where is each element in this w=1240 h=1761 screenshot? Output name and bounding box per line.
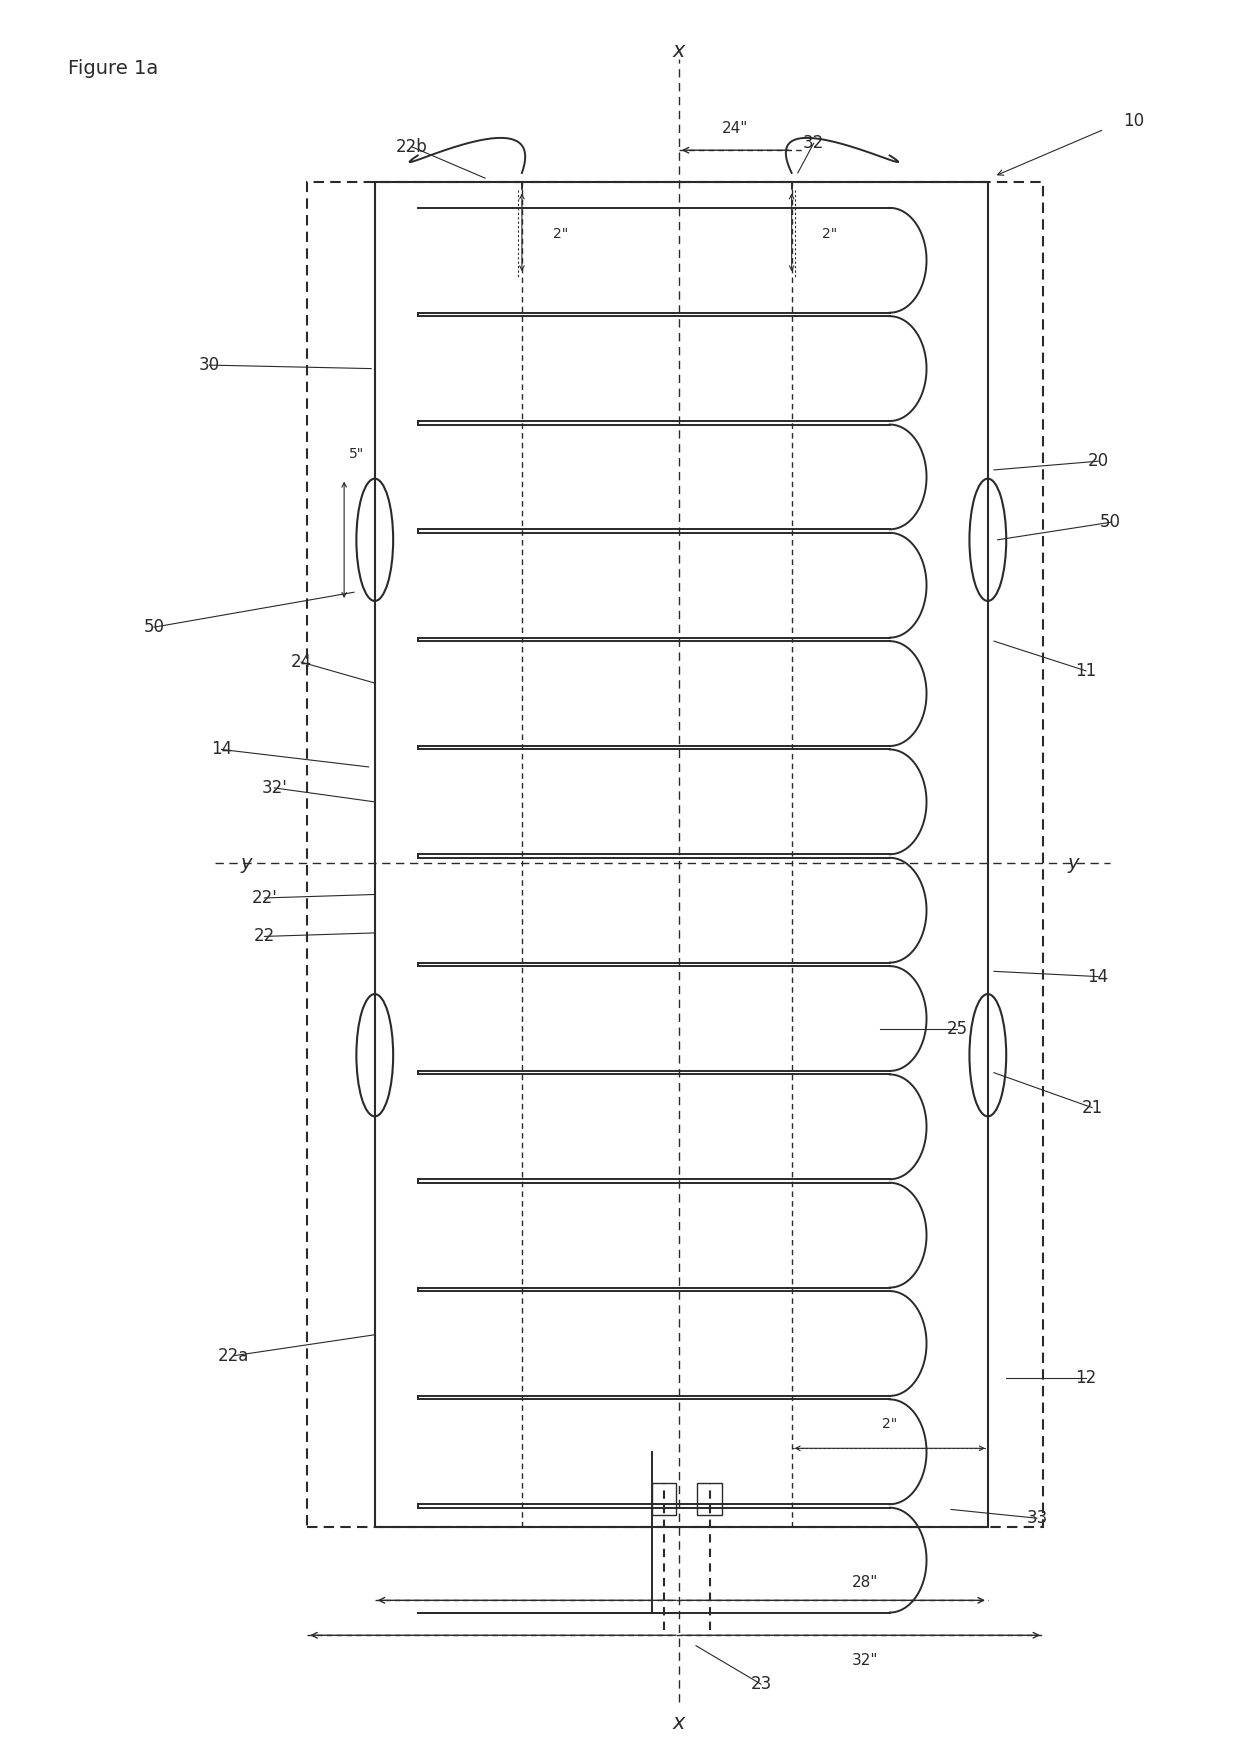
Text: Figure 1a: Figure 1a (68, 60, 159, 77)
Text: 23: 23 (750, 1675, 771, 1692)
Text: 20: 20 (1087, 453, 1109, 470)
Text: 2": 2" (822, 227, 837, 241)
Text: 14: 14 (211, 740, 232, 759)
Bar (652, 1483, 676, 1514)
Text: 21: 21 (1081, 1099, 1102, 1116)
Text: 50: 50 (1100, 514, 1121, 532)
Text: 12: 12 (1075, 1370, 1096, 1388)
Text: 25: 25 (946, 1020, 967, 1037)
Text: 24": 24" (722, 122, 749, 136)
Bar (697, 1483, 722, 1514)
Text: 32": 32" (852, 1654, 878, 1668)
Text: 22a: 22a (218, 1347, 249, 1365)
Text: 10: 10 (1122, 111, 1143, 130)
Text: 22: 22 (254, 928, 275, 946)
Text: 33: 33 (1027, 1509, 1048, 1527)
Text: 32': 32' (262, 778, 288, 798)
Text: x: x (672, 41, 684, 60)
Text: 2": 2" (882, 1418, 898, 1432)
Text: 14: 14 (1087, 967, 1109, 986)
Text: 22': 22' (252, 889, 278, 907)
Text: 22b: 22b (396, 137, 428, 155)
Text: 32: 32 (804, 134, 825, 151)
Text: 2": 2" (553, 227, 568, 241)
Text: 30: 30 (198, 356, 219, 373)
Text: 24: 24 (290, 653, 311, 671)
Text: 11: 11 (1075, 662, 1096, 680)
Text: 50: 50 (144, 618, 165, 636)
Text: 28": 28" (852, 1574, 878, 1590)
Text: y: y (1068, 854, 1079, 872)
Text: y: y (241, 854, 252, 872)
Text: 5": 5" (348, 447, 365, 461)
Text: x: x (672, 1713, 684, 1733)
